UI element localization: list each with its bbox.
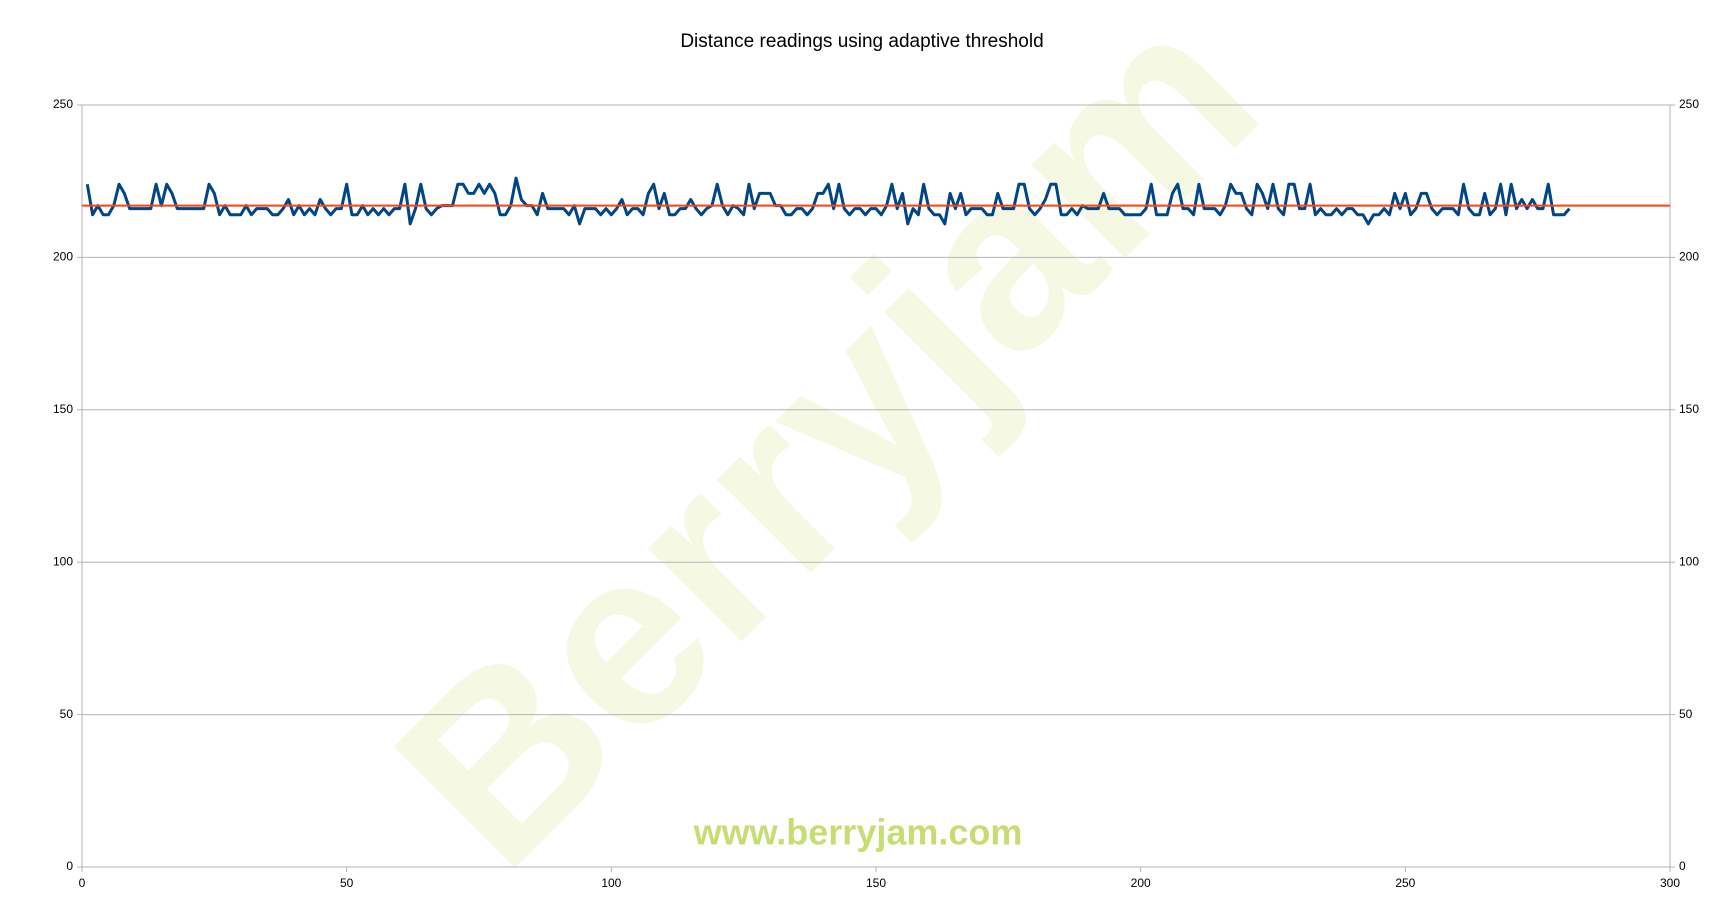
y-tick-label: 0	[66, 859, 73, 873]
y-tick-label: 200	[53, 250, 73, 264]
y-tick-label: 100	[53, 554, 73, 568]
x-tick-label: 150	[866, 876, 886, 890]
x-tick-label: 300	[1660, 876, 1680, 890]
x-tick-label: 100	[601, 876, 621, 890]
x-tick-label: 50	[340, 876, 354, 890]
x-tick-label: 250	[1395, 876, 1415, 890]
y2-tick-label: 200	[1679, 250, 1699, 264]
y2-tick-label: 150	[1679, 402, 1699, 416]
y2-tick-label: 100	[1679, 554, 1699, 568]
y2-tick-label: 50	[1679, 707, 1693, 721]
y2-tick-label: 0	[1679, 859, 1686, 873]
y-tick-label: 50	[60, 707, 74, 721]
y-tick-label: 250	[53, 97, 73, 111]
x-tick-label: 200	[1131, 876, 1151, 890]
footer-url: www.berryjam.com	[693, 812, 1023, 853]
watermark: Berryjam	[344, 0, 1308, 912]
x-tick-label: 0	[79, 876, 86, 890]
chart-title: Distance readings using adaptive thresho…	[680, 31, 1043, 52]
data-line	[85, 176, 1571, 226]
y-tick-label: 150	[53, 402, 73, 416]
y2-tick-label: 250	[1679, 97, 1699, 111]
